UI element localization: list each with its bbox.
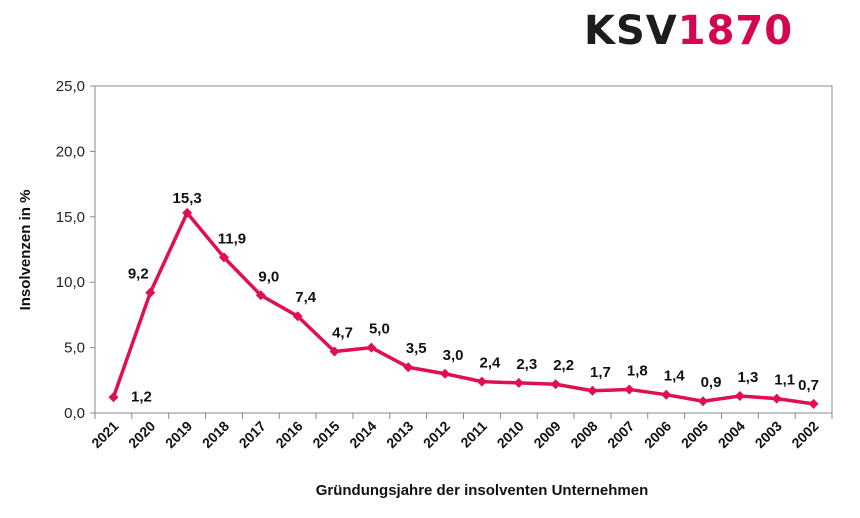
y-axis: 0,0 5,0 10,0 15,0 20,0 25,0: [56, 78, 95, 422]
data-label: 3,0: [443, 347, 464, 364]
x-tick-label: 2010: [494, 418, 527, 451]
logo-text-ksv: KSV: [584, 8, 678, 54]
x-tick-label: 2019: [162, 418, 195, 451]
x-tick-label: 2015: [309, 418, 342, 451]
x-tick-label: 2011: [457, 418, 490, 451]
ksv1870-logo: KSV1870: [584, 8, 793, 54]
y-tick-label: 10,0: [56, 274, 85, 291]
y-axis-label: Insolvenzen in %: [17, 190, 34, 311]
data-label: 9,0: [258, 268, 279, 285]
data-point: [366, 342, 377, 353]
data-point: [292, 311, 303, 322]
data-label: 1,2: [131, 388, 152, 405]
series-line: [111, 211, 814, 406]
data-label: 2,3: [516, 356, 537, 373]
data-point: [550, 379, 561, 390]
x-tick-label: 2016: [272, 418, 305, 451]
data-label: 2,4: [479, 355, 501, 372]
data-point: [218, 252, 229, 263]
data-label: 15,3: [173, 190, 202, 207]
y-tick-label: 20,0: [56, 143, 85, 160]
data-point: [587, 385, 598, 396]
data-label: 4,7: [332, 325, 353, 342]
x-tick-label: 2002: [788, 418, 821, 451]
x-tick-label: 2021: [88, 418, 121, 451]
data-point: [403, 362, 414, 373]
x-tick-label: 2020: [125, 418, 158, 451]
data-point: [734, 390, 745, 401]
series: 1,2 9,2 15,3 11,9 9,0 7,4 4,7 5,0 3,5 3,0 2,4 2,3 2,…: [108, 190, 819, 409]
y-tick-label: 25,0: [56, 78, 85, 95]
x-tick-label: 2004: [715, 418, 748, 451]
data-label: 5,0: [369, 321, 390, 338]
y-tick-label: 15,0: [56, 209, 85, 226]
x-tick-label: 2003: [752, 418, 785, 451]
x-tick-label: 2012: [420, 418, 453, 451]
data-label: 1,4: [664, 368, 686, 385]
data-label: 2,2: [553, 357, 574, 374]
logo-text-1870: 1870: [677, 8, 794, 54]
x-axis-label: Gründungsjahre der insolventen Unternehm…: [316, 482, 649, 499]
data-point: [771, 393, 782, 404]
x-tick-label: 2005: [678, 418, 711, 451]
data-point: [808, 398, 819, 409]
data-point: [661, 389, 672, 400]
data-point: [255, 290, 266, 301]
data-point: [145, 287, 156, 298]
data-label: 1,8: [627, 362, 648, 379]
data-label: 11,9: [218, 230, 246, 247]
x-tick-label: 2017: [236, 418, 269, 451]
data-label: 0,9: [701, 374, 722, 391]
plot-frame: [94, 85, 833, 414]
data-point: [108, 392, 119, 403]
x-tick-label: 2013: [383, 418, 416, 451]
data-point: [476, 376, 487, 387]
y-tick-label: 0,0: [64, 405, 85, 422]
x-tick-label: 2008: [567, 418, 600, 451]
x-tick-label: 2018: [199, 418, 232, 451]
data-label: 1,3: [737, 369, 758, 386]
x-axis: 2021 2020 2019 2018 2017 2016 2015 2014 2013 2012…: [88, 413, 833, 451]
data-label: 3,5: [406, 340, 427, 357]
data-point: [624, 384, 635, 395]
x-tick-label: 2009: [530, 418, 563, 451]
x-tick-label: 2007: [604, 418, 637, 451]
data-point: [698, 396, 709, 407]
x-tick-label: 2014: [346, 418, 379, 451]
data-point: [329, 346, 340, 357]
data-point: [440, 368, 451, 379]
data-point: [182, 207, 193, 218]
x-tick-label: 2006: [641, 418, 674, 451]
data-point: [513, 377, 524, 388]
data-label: 9,2: [128, 266, 149, 283]
data-label: 1,1: [774, 372, 795, 389]
data-label: 7,4: [295, 289, 317, 306]
data-label: 1,7: [590, 364, 611, 381]
data-label: 0,7: [798, 377, 819, 394]
y-tick-label: 5,0: [64, 340, 85, 357]
